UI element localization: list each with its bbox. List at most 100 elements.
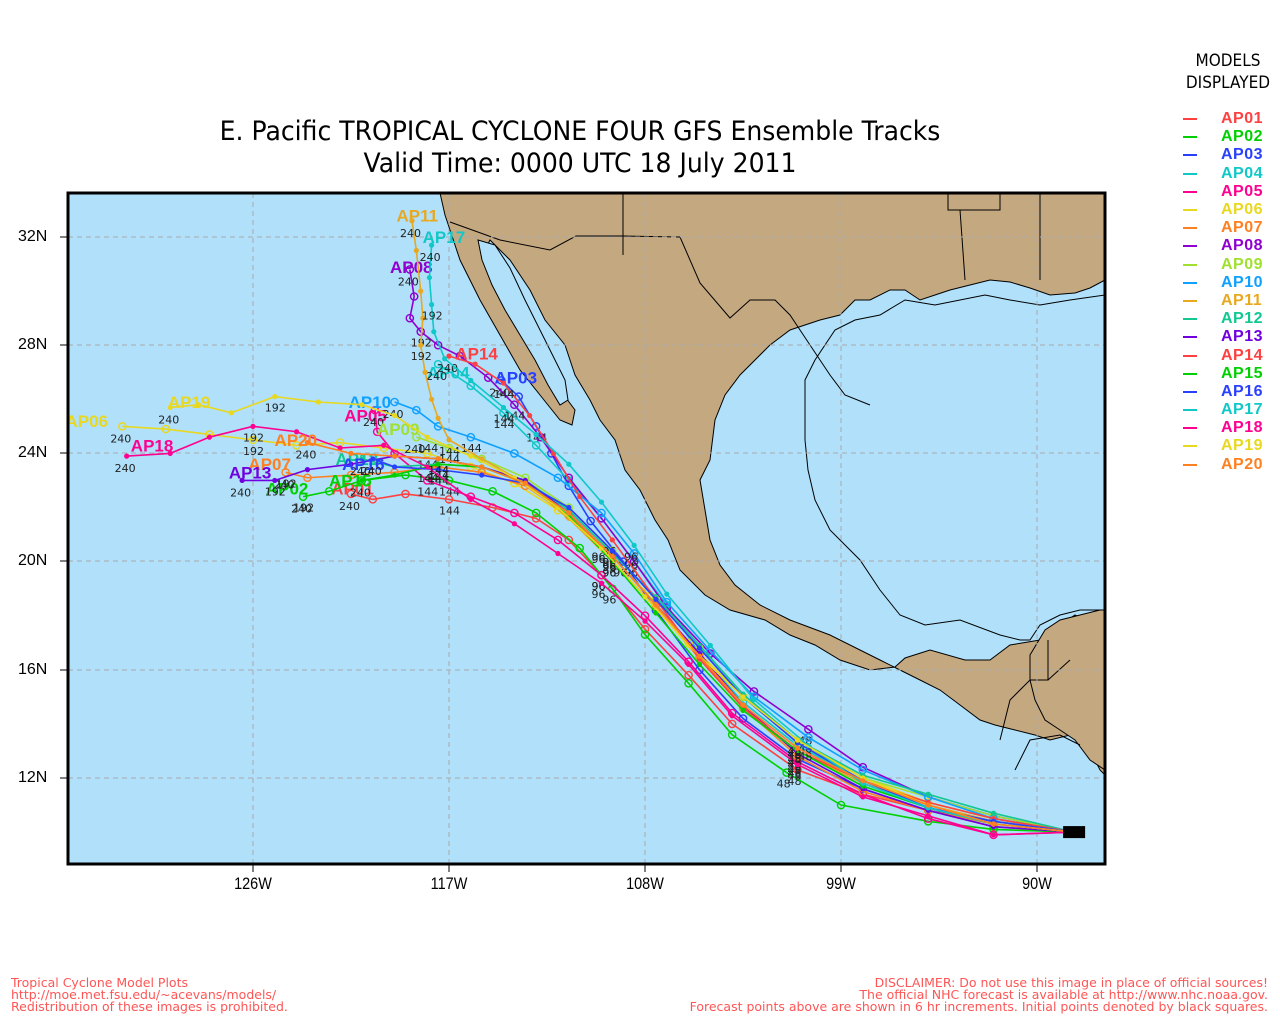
track-ap19: 48 96 144 192 AP19 240 xyxy=(158,393,1075,833)
legend-label: AP16 xyxy=(1221,382,1264,400)
svg-text:48: 48 xyxy=(788,767,802,780)
chart-title: E. Pacific TROPICAL CYCLONE FOUR GFS Ens… xyxy=(219,116,941,147)
legend-label: AP19 xyxy=(1221,437,1264,455)
track-end-label: AP04 xyxy=(427,363,470,382)
footer-line: DISCLAIMER: Do not use this image in pla… xyxy=(874,975,1268,990)
x-tick-label: 99W xyxy=(826,874,856,893)
svg-text:240: 240 xyxy=(110,432,131,445)
track-end-label: AP15 xyxy=(329,471,372,490)
track-end-label: AP14 xyxy=(455,344,498,363)
track-end-label: AP08 xyxy=(390,258,433,277)
y-tick-label: 28N xyxy=(18,336,48,353)
legend-swatch xyxy=(1183,318,1197,321)
legend-swatch xyxy=(1183,445,1197,448)
x-tick-label: 90W xyxy=(1022,874,1052,893)
legend-item-ap18: AP18 xyxy=(1183,419,1263,437)
svg-text:192: 192 xyxy=(422,310,443,323)
footer-disclaimer: DISCLAIMER: Do not use this image in pla… xyxy=(689,975,1268,1014)
svg-text:96: 96 xyxy=(591,550,605,563)
forecast-tracks: 4896144AP012404896144192AP022404896144AP… xyxy=(68,206,1075,840)
legend-swatch xyxy=(1183,227,1197,230)
footer-line: Forecast points above are shown in 6 hr … xyxy=(689,999,1268,1014)
svg-text:144: 144 xyxy=(439,453,460,466)
legend-swatch xyxy=(1183,172,1197,175)
track-end-label: AP16 xyxy=(342,455,385,474)
legend-swatch xyxy=(1183,427,1197,430)
legend-label: AP05 xyxy=(1221,182,1264,200)
legend-item-ap12: AP12 xyxy=(1183,310,1263,328)
svg-text:48: 48 xyxy=(777,778,791,791)
legend-item-ap03: AP03 xyxy=(1183,146,1263,164)
legend-swatch xyxy=(1183,354,1197,357)
legend-item-ap07: AP07 xyxy=(1183,219,1263,237)
legend-item-ap05: AP05 xyxy=(1183,183,1263,201)
svg-text:144: 144 xyxy=(439,485,460,498)
svg-text:240: 240 xyxy=(350,486,371,499)
svg-text:192: 192 xyxy=(265,485,286,498)
track-end-label: AP09 xyxy=(377,420,420,439)
svg-text:144: 144 xyxy=(439,445,460,458)
svg-text:240: 240 xyxy=(291,503,312,516)
svg-text:192: 192 xyxy=(411,350,432,363)
svg-text:144: 144 xyxy=(461,442,482,455)
track-end-label: AP17 xyxy=(423,228,466,247)
svg-text:96: 96 xyxy=(602,556,616,569)
legend-label: AP11 xyxy=(1221,291,1263,309)
legend-swatch xyxy=(1183,299,1197,302)
legend-item-ap09: AP09 xyxy=(1183,256,1263,274)
svg-text:240: 240 xyxy=(398,275,419,288)
svg-text:48: 48 xyxy=(788,759,802,772)
legend-item-ap15: AP15 xyxy=(1183,365,1263,383)
footer-line: The official NHC forecast is available a… xyxy=(859,987,1268,1002)
track-end-label: AP18 xyxy=(131,436,174,455)
svg-text:144: 144 xyxy=(428,472,449,485)
y-tick-label: 12N xyxy=(18,769,48,786)
footer-line: Redistribution of these images is prohib… xyxy=(11,999,288,1014)
track-end-label: AP05 xyxy=(344,407,387,426)
legend-label: AP14 xyxy=(1221,346,1264,364)
svg-text:240: 240 xyxy=(274,478,295,491)
y-tick-label: 24N xyxy=(18,444,48,461)
legend-swatch xyxy=(1183,190,1197,193)
legend-swatch xyxy=(1183,209,1197,212)
svg-text:240: 240 xyxy=(363,416,384,429)
legend-swatch xyxy=(1183,463,1197,466)
legend-label: AP04 xyxy=(1221,164,1264,182)
svg-text:240: 240 xyxy=(420,251,441,264)
track-ap18: 48 96 144 192 AP18 240 xyxy=(115,423,1075,838)
svg-text:96: 96 xyxy=(602,561,616,574)
axis-ticks xyxy=(60,236,1038,872)
legend-swatch xyxy=(1183,281,1197,284)
legend-swatch xyxy=(1183,336,1197,339)
svg-text:144: 144 xyxy=(428,464,449,477)
legend-item-ap04: AP04 xyxy=(1183,165,1263,183)
svg-text:96: 96 xyxy=(624,550,638,563)
svg-text:240: 240 xyxy=(404,443,425,456)
svg-text:96: 96 xyxy=(591,588,605,601)
legend-label: AP07 xyxy=(1221,219,1264,237)
svg-text:192: 192 xyxy=(276,477,297,490)
legend-item-ap19: AP19 xyxy=(1183,437,1263,455)
svg-text:240: 240 xyxy=(361,465,382,478)
legend-item-ap02: AP02 xyxy=(1183,128,1263,146)
legend-item-ap16: AP16 xyxy=(1183,383,1263,401)
footer-line: Tropical Cyclone Model Plots xyxy=(11,975,188,990)
svg-text:144: 144 xyxy=(493,418,514,431)
track-ap17: 48 96 144 192 AP17 240 xyxy=(420,228,1075,833)
track-end-label: AP13 xyxy=(229,463,272,482)
legend-item-ap14: AP14 xyxy=(1183,346,1263,364)
svg-text:192: 192 xyxy=(243,431,264,444)
legend-item-ap06: AP06 xyxy=(1183,201,1263,219)
legend-label: AP12 xyxy=(1221,310,1264,328)
svg-text:144: 144 xyxy=(493,388,514,401)
legend-label: AP20 xyxy=(1221,455,1264,473)
footer-line: http://moe.met.fsu.edu/~acevans/models/ xyxy=(11,987,277,1002)
svg-text:96: 96 xyxy=(602,567,616,580)
track-end-label: AP10 xyxy=(349,393,392,412)
track-end-label: AP19 xyxy=(168,393,211,412)
svg-text:96: 96 xyxy=(602,594,616,607)
